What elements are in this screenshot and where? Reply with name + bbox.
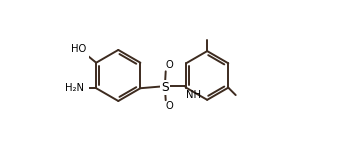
Text: H₂N: H₂N <box>65 83 84 93</box>
Text: HO: HO <box>71 44 86 54</box>
Text: S: S <box>161 81 169 94</box>
Text: NH: NH <box>186 90 201 100</box>
Text: O: O <box>165 60 173 70</box>
Text: O: O <box>165 101 173 112</box>
